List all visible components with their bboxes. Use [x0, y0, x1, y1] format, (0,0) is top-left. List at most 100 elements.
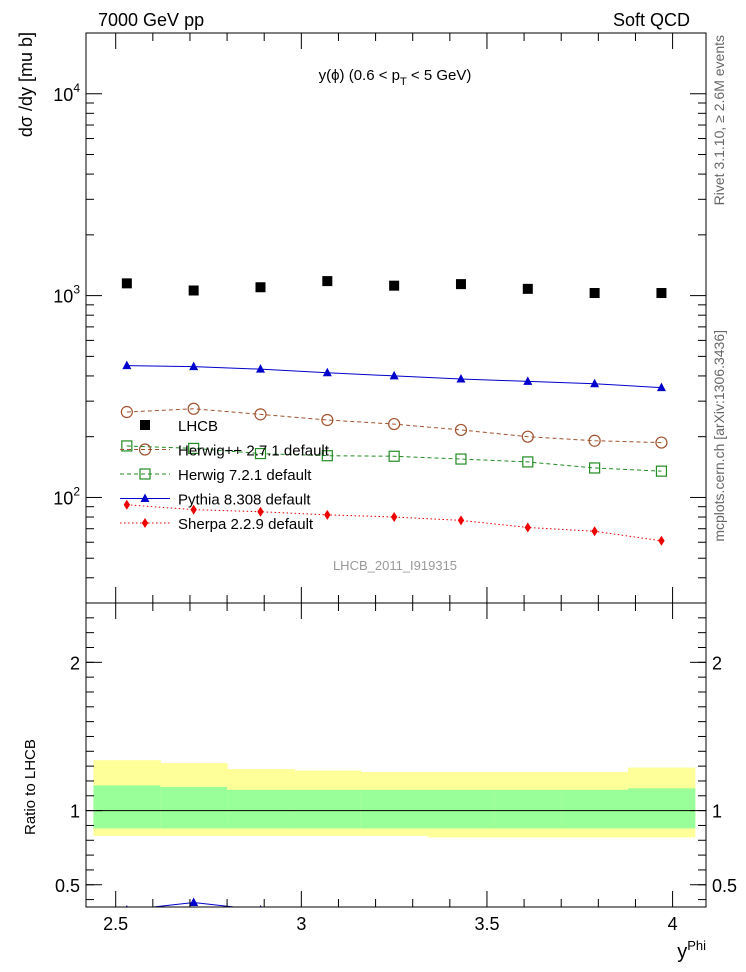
legend-herwig7-label: Herwig 7.2.1 default [178, 467, 312, 484]
rivet-version-label: Rivet 3.1.10, ≥ 2.6M events [711, 35, 727, 205]
inner-band-segment [494, 789, 562, 829]
herwigpp-point [120, 405, 133, 419]
analysis-watermark: LHCB_2011_I919315 [333, 558, 457, 573]
inner-band-segment [160, 786, 228, 829]
legend-sherpa-label: Sherpa 2.2.9 default [178, 516, 314, 533]
herwigpp-line [126, 408, 662, 444]
ratio-y-tick-label-right: 2 [712, 653, 722, 673]
herwig7-point [589, 462, 601, 474]
inner-band-segment [293, 789, 362, 829]
ratio-y-tick-label-right: 1 [712, 802, 722, 822]
sherpa-line [126, 504, 662, 542]
herwigpp-point [521, 430, 534, 443]
herwigpp-point [388, 417, 401, 431]
lhcb-point [322, 276, 333, 287]
herwig7-point [254, 447, 267, 460]
ratio-pythia-point [259, 904, 262, 907]
ratio-frame [85, 602, 707, 908]
herwig7-point [522, 456, 534, 468]
pythia-point [122, 360, 132, 370]
sherpa-point [524, 522, 531, 533]
pythia-point [656, 382, 666, 392]
legend-pythia-marker [140, 493, 150, 502]
lhcb-point [455, 279, 466, 290]
sherpa-point [457, 515, 465, 526]
sherpa-point [324, 509, 331, 520]
mcplots-label: mcplots.cern.ch [arXiv:1306.3436] [711, 330, 727, 542]
pythia-point [523, 376, 533, 385]
inner-band-segment [227, 789, 295, 829]
ratio-clipped-group [125, 897, 262, 907]
main-axes: 102 103 104 [53, 32, 706, 604]
ratio-panel: 0.5 0.5 1 1 2 2 2.5 3 3.5 4 Ratio to LHCB yPhi [22, 602, 737, 963]
ratio-y-tick-label: 1 [70, 802, 80, 822]
legend: LHCB Herwig++ 2.7.1 default Herwig 7.2.1 d… [120, 418, 330, 533]
herwigpp-point [321, 413, 334, 427]
legend-lhcb-marker [140, 420, 150, 430]
ratio-y-tick-label-right: 0.5 [712, 876, 737, 896]
inner-band-segment [427, 789, 495, 829]
herwig7-point [321, 450, 333, 462]
ratio-pythia-point [189, 897, 199, 907]
sherpa-point [123, 499, 131, 510]
ratio-series-layer [125, 897, 262, 907]
ratio-uncertainty-bands [93, 760, 696, 838]
herwigpp-point [655, 436, 668, 449]
herwig7-line [126, 445, 662, 472]
pythia-point [389, 370, 399, 380]
inner-band-segment [628, 788, 696, 829]
pythia-point [456, 374, 466, 383]
ratio-y-tick-label: 0.5 [55, 876, 80, 896]
plot-title: y(ϕ) (0.6 < pT < 5 GeV) [319, 67, 472, 88]
herwig7-point [455, 453, 467, 465]
x-tick-label: 4 [668, 914, 678, 934]
herwigpp-point [254, 408, 267, 421]
x-tick-label: 3.5 [474, 914, 499, 934]
lhcb-point [255, 282, 266, 293]
y-tick-label: 104 [53, 81, 80, 105]
ratio-y-axis-label: Ratio to LHCB [22, 739, 39, 835]
legend-herwig7-marker [139, 468, 151, 480]
ratio-y-tick-label: 2 [70, 653, 80, 673]
sherpa-point [591, 526, 598, 537]
x-tick-label: 3 [296, 914, 306, 934]
y-tick-label: 102 [53, 484, 80, 508]
ratio-axes: 0.5 0.5 1 1 2 2 2.5 3 3.5 4 [55, 603, 737, 934]
sherpa-point [390, 512, 398, 523]
header-left-label: 7000 GeV pp [98, 10, 204, 30]
herwigpp-point [187, 402, 200, 415]
ratio-pythia-point [125, 904, 128, 907]
legend-sherpa-marker [141, 518, 149, 528]
lhcb-point [589, 288, 600, 299]
inner-band-segment [93, 785, 161, 829]
legend-pythia-label: Pythia 8.308 default [178, 492, 311, 509]
x-tick-label: 2.5 [103, 914, 128, 934]
sherpa-point [190, 504, 197, 515]
lhcb-point [656, 288, 667, 299]
legend-lhcb-label: LHCB [178, 418, 218, 435]
pythia-point [255, 364, 265, 373]
sherpa-point [257, 506, 264, 517]
main-series-layer [120, 276, 668, 546]
lhcb-point [121, 278, 132, 289]
header-right-label: Soft QCD [613, 10, 690, 30]
herwig7-point [121, 440, 133, 452]
legend-herwigpp-label: Herwig++ 2.7.1 default [178, 443, 330, 460]
pythia-point [189, 361, 199, 371]
pythia-point [322, 367, 332, 377]
x-axis-label: yPhi [677, 938, 706, 963]
main-panel: LHCB Herwig++ 2.7.1 default Herwig 7.2.1 d… [16, 32, 707, 604]
lhcb-point [522, 283, 533, 294]
lhcb-point [389, 280, 400, 291]
sherpa-point [658, 535, 665, 546]
inner-band-segment [360, 789, 429, 829]
y-tick-label: 103 [53, 283, 80, 307]
herwigpp-point [588, 434, 601, 447]
legend-herwigpp-marker [138, 443, 152, 456]
herwig7-point [188, 442, 200, 455]
inner-band-segment [561, 789, 629, 829]
herwig7-point [388, 450, 400, 462]
main-y-axis-label: dσ /dy [mu b] [16, 32, 36, 137]
lhcb-point [188, 285, 199, 296]
